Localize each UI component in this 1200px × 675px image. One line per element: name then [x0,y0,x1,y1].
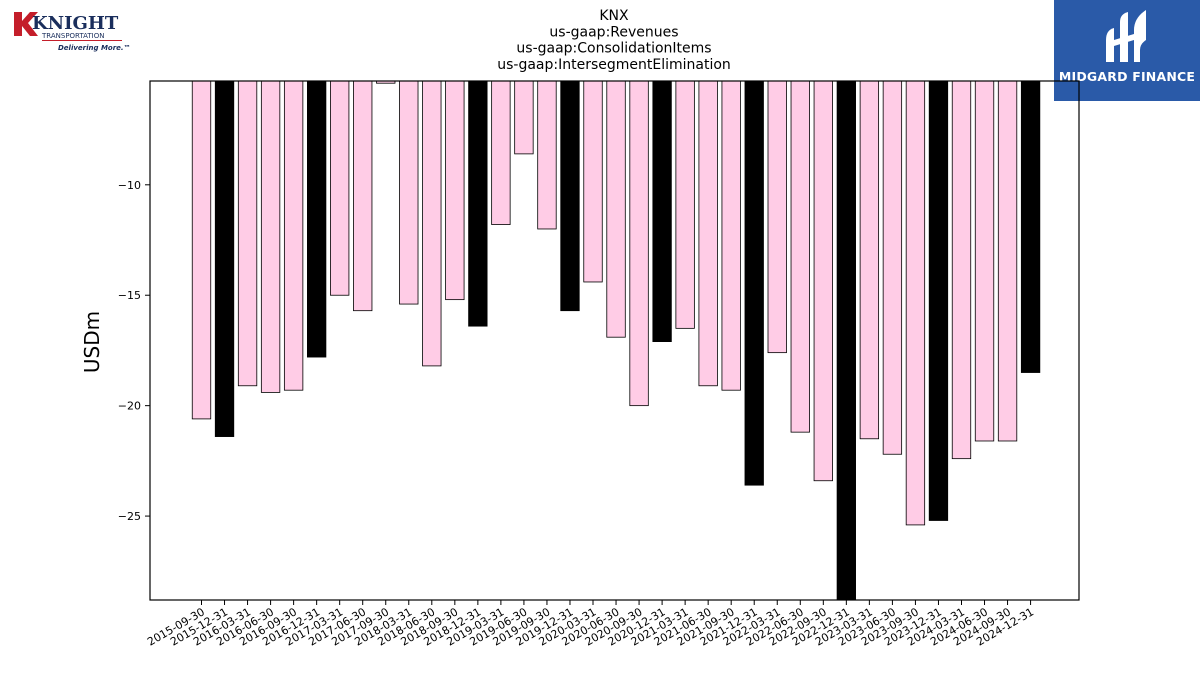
bar-2017-03-31 [330,80,350,296]
y-tick-label: −10 [118,179,141,192]
bar-2021-09-30 [721,80,741,391]
bars-group [191,80,1041,601]
chart-title-line-0: KNX [599,8,629,24]
bar-2021-12-31 [744,80,764,486]
bar-2016-06-30 [260,80,281,393]
bar-2023-12-31 [928,80,949,521]
bar-2021-03-31 [675,80,695,329]
bar-2024-09-30 [997,80,1018,442]
knight-sub: TRANSPORTATION [41,32,104,40]
bar-2024-03-31 [951,80,972,460]
y-axis-label: USDm [80,311,104,373]
bar-2019-12-31 [560,80,580,312]
knight-brand: KNIGHT [32,13,119,34]
knight-logo: KNIGHT TRANSPORTATION Delivering More.™ [14,12,130,52]
bar-2020-09-30 [629,80,649,407]
y-tick-label: −25 [118,510,141,523]
bar-2018-12-31 [468,80,488,327]
x-axis: 2015-09-302015-12-312016-03-312016-06-30… [145,600,1036,649]
bar-2019-09-30 [537,80,557,230]
bar-2019-06-30 [514,80,534,155]
bar-2018-03-31 [399,80,419,305]
bar-2016-09-30 [283,80,304,391]
knight-tagline: Delivering More.™ [58,44,130,52]
plot-frame [149,80,1080,601]
bar-2024-12-31 [1020,80,1041,373]
chart-title-line-2: us-gaap:ConsolidationItems [516,41,711,57]
bar-2024-06-30 [974,80,995,442]
y-axis: −10 −15 −20 −25 [118,179,150,523]
bar-2022-06-30 [790,80,810,433]
y-tick-label: −20 [118,400,141,413]
bar-2016-12-31 [306,80,327,358]
bar-2018-06-30 [422,80,442,367]
bar-2023-03-31 [859,80,880,440]
bar-2021-06-30 [698,80,718,387]
chart-title-line-3: us-gaap:IntersegmentElimination [497,57,731,73]
bar-2020-12-31 [652,80,672,343]
knight-k-mark [14,12,38,36]
y-tick-label: −15 [118,289,141,302]
bar-2022-09-30 [813,80,833,482]
bar-2022-03-31 [767,80,787,354]
bar-2020-06-30 [606,80,626,338]
bar-2018-09-30 [445,80,465,301]
midgard-brand: MIDGARD FINANCE [1058,69,1196,84]
midgard-mark-icon [1106,10,1146,62]
bar-2016-03-31 [237,80,258,387]
chart-title-line-1: us-gaap:Revenues [549,24,678,40]
chart-title: KNXus-gaap:Revenuesus-gaap:Consolidation… [497,8,731,73]
bar-2023-09-30 [905,80,926,526]
bar-2023-06-30 [882,80,903,455]
bar-2020-03-31 [583,80,603,283]
midgard-logo: MIDGARD FINANCE [1054,0,1200,101]
bar-2022-12-31 [836,80,856,601]
knight-rule [42,40,122,41]
bar-2017-06-30 [353,80,373,312]
bar-2015-12-31 [214,80,235,437]
bar-2015-09-30 [191,80,212,420]
bar-2019-03-31 [491,80,511,225]
